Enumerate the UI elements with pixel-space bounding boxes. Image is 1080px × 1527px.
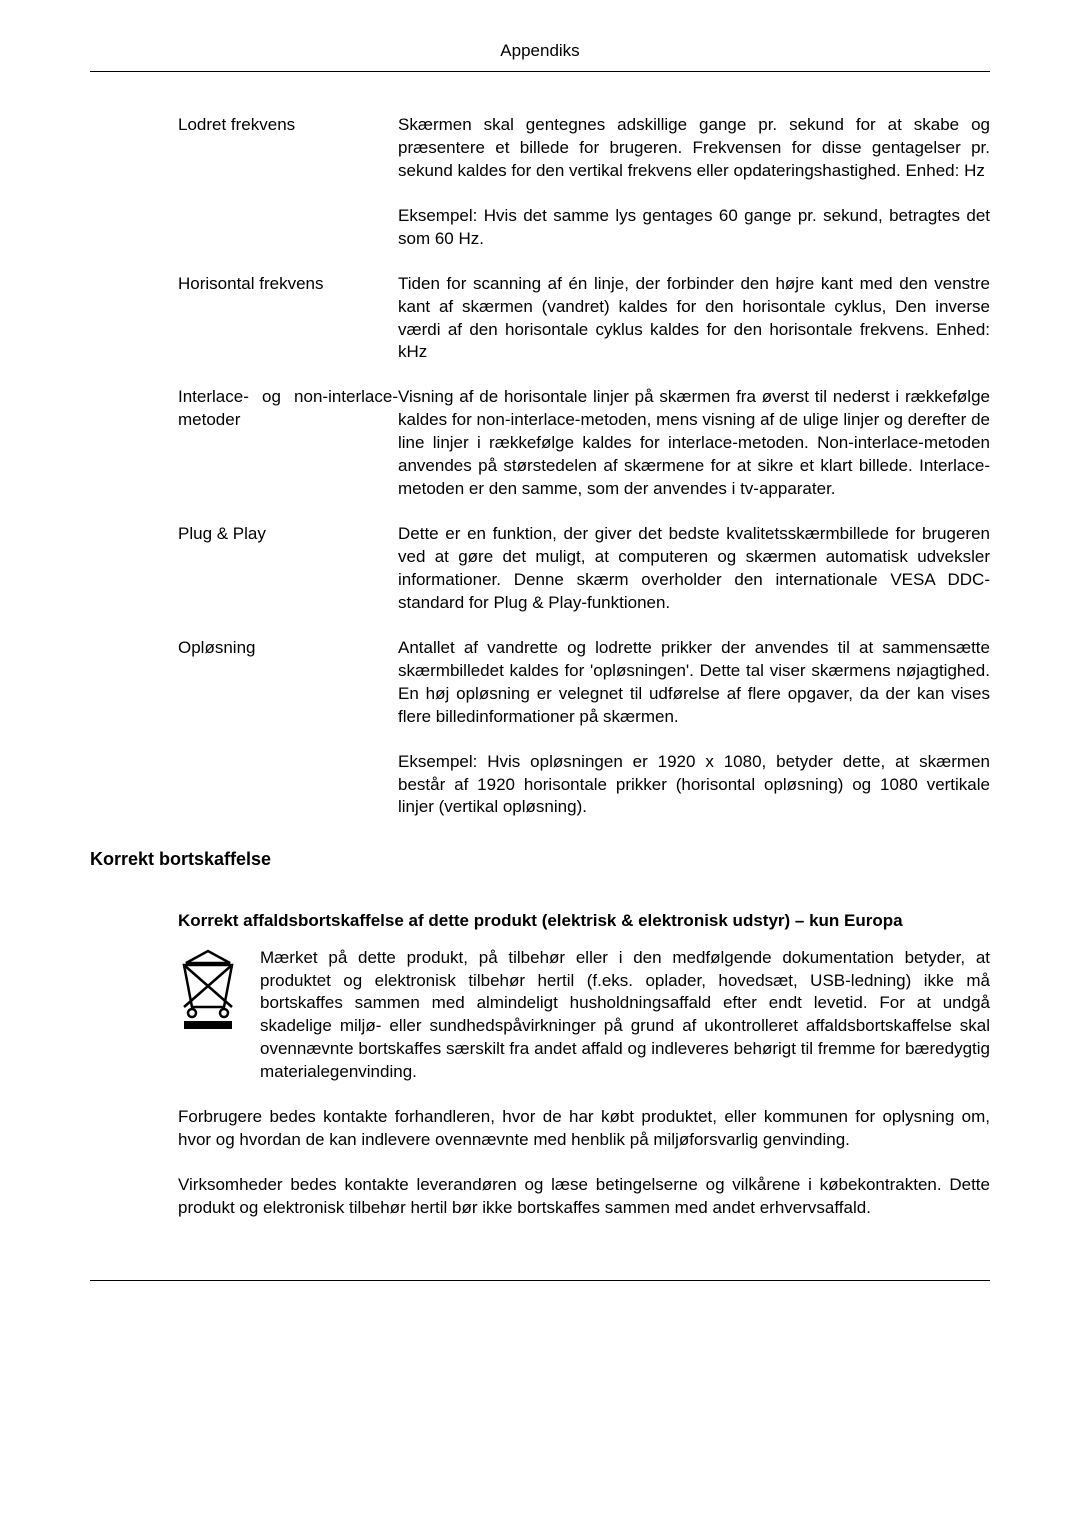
definition-paragraph: Visning af de horisontale linjer på skær… [398,386,990,501]
definition-description: Skærmen skal gentegnes adskillige gange … [398,114,990,251]
definition-term: Lodret frekvens [178,114,398,251]
disposal-section: Korrekt affaldsbortskaffelse af dette pr… [90,910,990,1220]
definition-row: Interlace- og non-interlace-metoderVisni… [178,386,990,501]
definition-row: OpløsningAntallet af vandrette og lodret… [178,637,990,820]
definition-term: Plug & Play [178,523,398,615]
definition-term: Opløsning [178,637,398,820]
definitions-list: Lodret frekvensSkærmen skal gentegnes ad… [90,114,990,819]
section-heading-text: Korrekt bortskaffelse [90,849,271,869]
definition-term: Interlace- og non-interlace-metoder [178,386,398,501]
definition-description: Antallet af vandrette og lodrette prikke… [398,637,990,820]
definition-paragraph: Eksempel: Hvis det samme lys gentages 60… [398,205,990,251]
definition-paragraph: Skærmen skal gentegnes adskillige gange … [398,114,990,183]
definition-row: Plug & PlayDette er en funktion, der giv… [178,523,990,615]
definition-description: Dette er en funktion, der giver det beds… [398,523,990,615]
disposal-para-3: Virksomheder bedes kontakte leverandøren… [178,1174,990,1220]
definition-term: Horisontal frekvens [178,273,398,365]
definition-description: Visning af de horisontale linjer på skær… [398,386,990,501]
definition-row: Lodret frekvensSkærmen skal gentegnes ad… [178,114,990,251]
definition-paragraph: Antallet af vandrette og lodrette prikke… [398,637,990,729]
definition-row: Horisontal frekvensTiden for scanning af… [178,273,990,365]
weee-icon [178,947,250,1085]
disposal-main-row: Mærket på dette produkt, på tilbehør ell… [178,947,990,1085]
footer-rule [90,1280,990,1281]
definition-description: Tiden for scanning af én linje, der forb… [398,273,990,365]
header-title-text: Appendiks [500,41,579,60]
section-heading: Korrekt bortskaffelse [90,847,990,871]
disposal-title: Korrekt affaldsbortskaffelse af dette pr… [178,910,990,933]
definition-paragraph: Eksempel: Hvis opløsningen er 1920 x 108… [398,751,990,820]
disposal-para-2: Forbrugere bedes kontakte forhandleren, … [178,1106,990,1152]
definition-paragraph: Tiden for scanning af én linje, der forb… [398,273,990,365]
disposal-main-text: Mærket på dette produkt, på tilbehør ell… [260,947,990,1085]
definition-paragraph: Dette er en funktion, der giver det beds… [398,523,990,615]
page-header: Appendiks [90,40,990,72]
